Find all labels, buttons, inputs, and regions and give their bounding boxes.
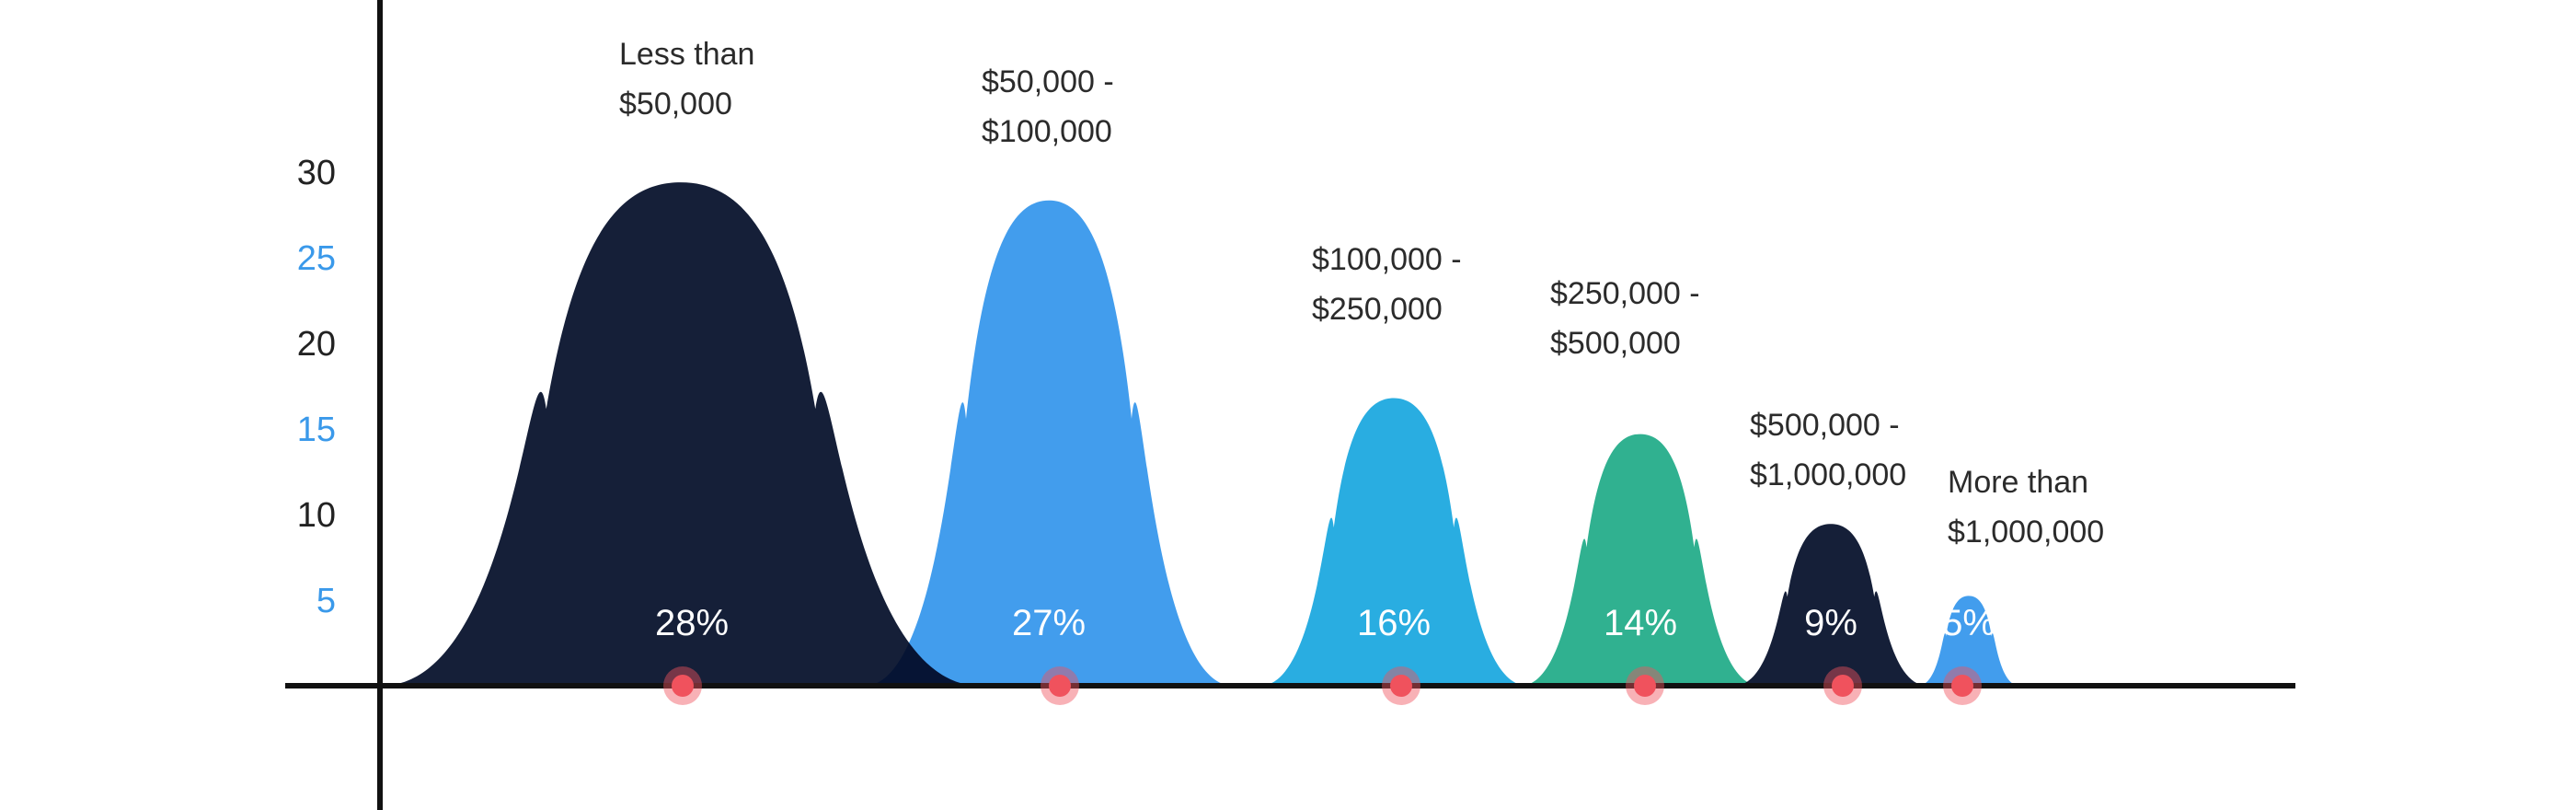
category-label: $500,000 (1550, 326, 1681, 361)
category-label: $1,000,000 (1948, 515, 2104, 550)
data-label: 28% (655, 603, 729, 643)
distribution-peak (382, 182, 980, 686)
baseline-marker (1832, 675, 1854, 697)
y-tick-label: 15 (297, 411, 336, 449)
baseline-marker (1049, 675, 1071, 697)
category-label: $100,000 - (1312, 242, 1462, 277)
category-label: $500,000 - (1750, 408, 1900, 443)
category-label: $100,000 (982, 114, 1112, 149)
baseline-marker (1390, 675, 1412, 697)
category-label: $250,000 - (1550, 276, 1700, 311)
data-label: 14% (1604, 603, 1677, 643)
y-tick-label: 20 (297, 325, 336, 364)
category-label: $50,000 - (982, 64, 1114, 99)
distribution-peak (1918, 596, 2019, 686)
baseline-marker (672, 675, 694, 697)
y-tick-label: 10 (297, 496, 336, 535)
data-label: 27% (1012, 603, 1086, 643)
y-tick-label: 25 (297, 239, 336, 278)
category-label: $1,000,000 (1750, 457, 1906, 492)
distribution-peak (1734, 524, 1927, 686)
data-label: 9% (1804, 603, 1857, 643)
baseline-marker (1634, 675, 1656, 697)
y-tick-label: 30 (297, 154, 336, 192)
y-tick-label: 5 (316, 582, 336, 620)
category-label: More than (1948, 465, 2088, 500)
distribution-peak (1260, 398, 1527, 686)
data-label: 16% (1357, 603, 1431, 643)
category-label: $250,000 (1312, 292, 1443, 327)
category-label: $50,000 (619, 87, 732, 122)
distribution-peak (1521, 434, 1760, 686)
distribution-peak (865, 200, 1233, 686)
data-label: 5% (1942, 603, 1995, 643)
category-label: Less than (619, 37, 754, 72)
baseline-marker (1951, 675, 1973, 697)
